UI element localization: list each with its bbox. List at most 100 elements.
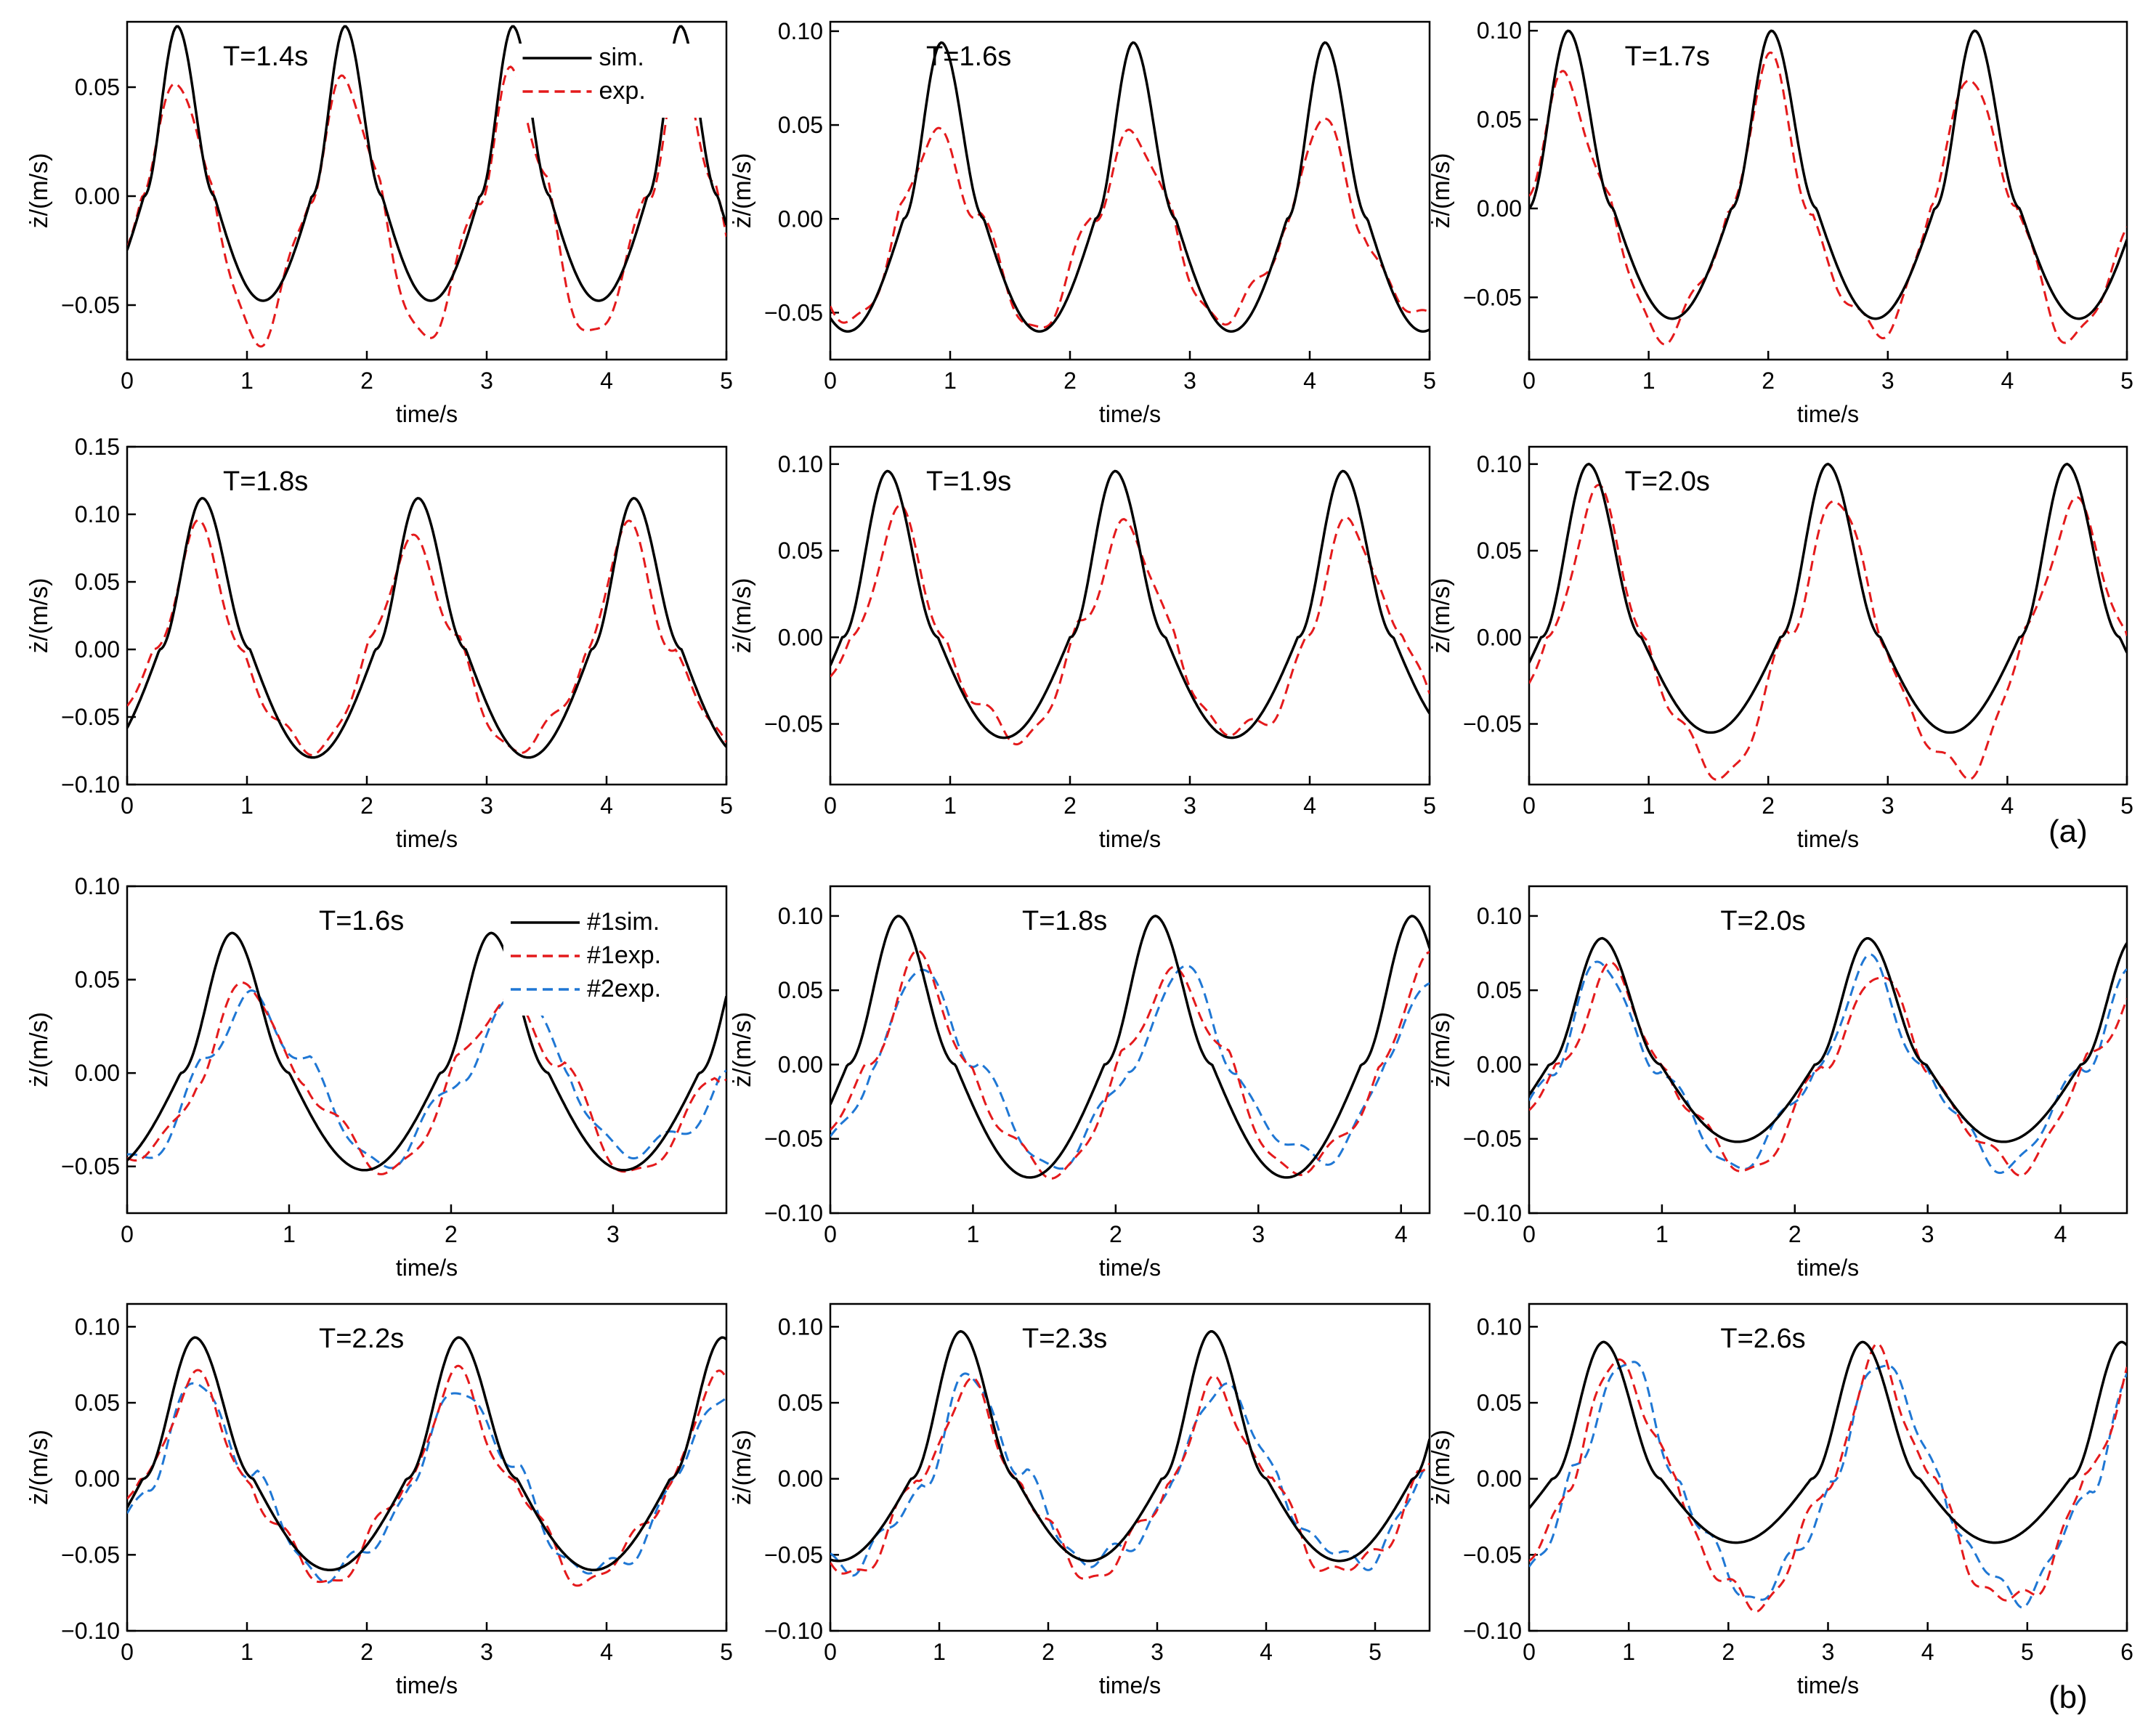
chart-title: T=1.6s <box>926 41 1011 72</box>
series-line-sim <box>1529 462 2127 734</box>
y-tick-label: 0.15 <box>75 434 120 460</box>
plot-frame <box>829 20 1431 361</box>
legend: #1sim. #1exp. #2exp. <box>503 908 692 1016</box>
y-axis-label: ż/(m/s) <box>1427 1430 1455 1505</box>
x-axis-label: time/s <box>1099 826 1161 852</box>
x-tick-label: 3 <box>1252 1221 1265 1247</box>
x-tick-label: 1 <box>933 1639 946 1665</box>
y-tick-label: 0.05 <box>75 1390 120 1416</box>
x-axis-label: time/s <box>396 401 458 427</box>
y-tick-label: 0.00 <box>778 624 823 650</box>
y-tick-label: 0.05 <box>778 112 823 138</box>
x-tick-label: 3 <box>1881 793 1894 819</box>
legend-label-2: exp. <box>599 77 646 105</box>
y-tick-label: 0.05 <box>1477 1390 1522 1416</box>
series-line-exp1 <box>127 1364 726 1587</box>
series-line-exp2 <box>830 964 1430 1170</box>
y-tick-label: −0.05 <box>764 1126 823 1152</box>
panel-label-a: (a) <box>2048 814 2088 849</box>
x-tick-label: 5 <box>1423 793 1436 819</box>
chart-panel-2: 0 1 2 3 4 5 −0.05 0.00 0.05 0.10 time/s ż/(m/s) T=1.… <box>729 18 1436 427</box>
series-line-sim <box>830 1329 1430 1563</box>
plot-frame <box>126 885 728 1215</box>
chart-title: T=2.3s <box>1022 1324 1107 1354</box>
x-tick-label: 4 <box>2001 368 2014 394</box>
plot-frame <box>1528 20 2128 361</box>
y-tick-label: 0.10 <box>1477 17 1522 44</box>
x-tick-label: 1 <box>944 793 957 819</box>
y-tick-label: 0.10 <box>75 873 120 899</box>
x-tick-label: 3 <box>1183 793 1196 819</box>
y-tick-label: 0.05 <box>1477 538 1522 564</box>
y-tick-label: −0.10 <box>61 1618 120 1644</box>
series-line-exp1 <box>830 949 1430 1180</box>
chart-title: T=1.8s <box>223 466 308 497</box>
y-axis-label: ż/(m/s) <box>1427 578 1455 654</box>
y-tick-label: −0.10 <box>61 771 120 798</box>
x-tick-label: 5 <box>1369 1639 1382 1665</box>
x-tick-label: 2 <box>1762 793 1775 819</box>
x-tick-label: 6 <box>2120 1639 2133 1665</box>
x-tick-label: 0 <box>824 1639 837 1665</box>
y-tick-label: 0.05 <box>778 977 823 1003</box>
y-tick-label: −0.05 <box>764 299 823 325</box>
series-line-exp2 <box>1529 1361 2127 1609</box>
y-tick-label: −0.10 <box>764 1200 823 1226</box>
chart-panel-7: 0 1 2 3 −0.05 0.00 0.05 0.10 time/s ż/(m/s) T=1.6s… <box>25 873 728 1281</box>
series-line-exp2 <box>127 989 726 1170</box>
x-axis-label: time/s <box>396 826 458 852</box>
x-tick-label: 1 <box>1642 368 1655 394</box>
y-tick-label: −0.05 <box>764 711 823 737</box>
y-axis-label: ż/(m/s) <box>729 1430 756 1505</box>
chart-title: T=1.9s <box>926 466 1011 497</box>
y-tick-label: −0.05 <box>61 704 120 730</box>
y-axis-label: ż/(m/s) <box>1427 153 1455 229</box>
x-tick-label: 3 <box>607 1221 620 1247</box>
x-tick-label: 0 <box>1523 368 1536 394</box>
y-axis-label: ż/(m/s) <box>25 1012 53 1087</box>
y-tick-label: 0.00 <box>778 1466 823 1492</box>
y-tick-label: 0.00 <box>1477 1466 1522 1492</box>
y-tick-label: 0.00 <box>1477 1051 1522 1077</box>
x-tick-label: 0 <box>121 793 134 819</box>
x-tick-label: 5 <box>1423 368 1436 394</box>
y-axis-label: ż/(m/s) <box>25 1430 53 1505</box>
y-tick-label: 0.05 <box>778 1390 823 1416</box>
x-tick-label: 5 <box>2120 793 2133 819</box>
chart-title: T=1.4s <box>223 41 308 72</box>
series-line-exp1 <box>127 60 726 348</box>
x-tick-label: 2 <box>1722 1639 1735 1665</box>
x-axis-label: time/s <box>1099 401 1161 427</box>
x-tick-label: 0 <box>121 1639 134 1665</box>
x-axis-label: time/s <box>396 1672 458 1698</box>
y-tick-label: 0.10 <box>1477 1313 1522 1340</box>
x-tick-label: 5 <box>2021 1639 2034 1665</box>
y-axis-label: ż/(m/s) <box>729 153 756 229</box>
chart-title: T=2.2s <box>319 1324 404 1354</box>
series-line-sim <box>127 1336 726 1572</box>
x-tick-label: 2 <box>360 1639 373 1665</box>
x-tick-label: 4 <box>1303 368 1316 394</box>
series-line-sim <box>127 25 726 302</box>
x-tick-label: 5 <box>2120 368 2133 394</box>
chart-title: T=1.8s <box>1022 906 1107 936</box>
x-tick-label: 4 <box>600 1639 613 1665</box>
x-tick-label: 0 <box>121 1221 134 1247</box>
x-tick-label: 0 <box>824 793 837 819</box>
x-tick-label: 3 <box>1183 368 1196 394</box>
series-line-exp1 <box>127 519 726 756</box>
chart-panel-5: 0 1 2 3 4 5 −0.05 0.00 0.05 0.10 time/s ż/(m/s) T=1.… <box>729 445 1436 852</box>
legend: sim. exp. <box>515 44 705 118</box>
series-line-exp2 <box>830 1372 1430 1577</box>
plot-frame <box>829 885 1431 1215</box>
y-tick-label: 0.10 <box>778 903 823 929</box>
series-line-sim <box>127 496 726 759</box>
legend-bg <box>515 44 705 118</box>
chart-title: T=1.7s <box>1625 41 1710 72</box>
x-tick-label: 0 <box>1523 1221 1536 1247</box>
y-tick-label: −0.05 <box>1463 711 1522 737</box>
y-tick-label: −0.05 <box>61 292 120 318</box>
chart-panel-11: 0 1 2 3 4 5 −0.10 −0.05 0.00 0.05 0.10 time/s ż/(m/s… <box>729 1302 1431 1698</box>
x-tick-label: 3 <box>1151 1639 1164 1665</box>
